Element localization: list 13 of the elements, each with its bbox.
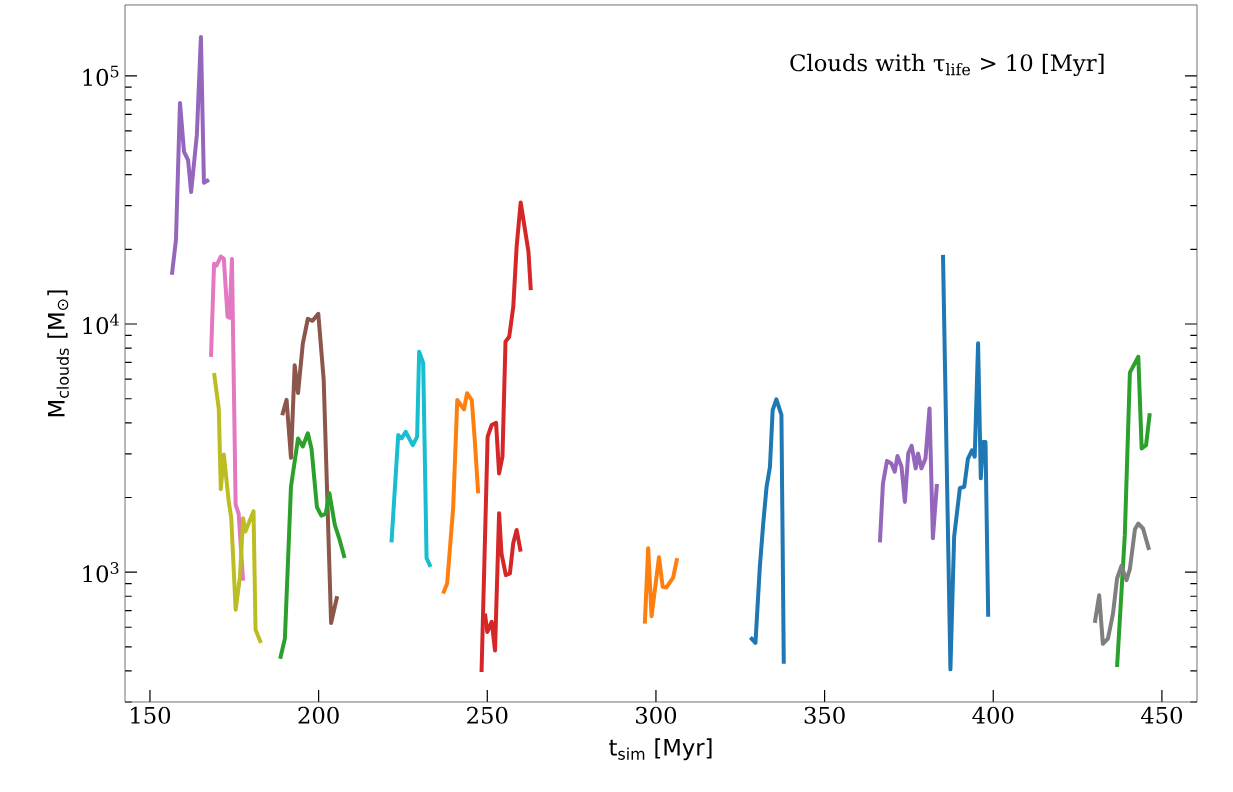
x-tick-label: 400 [972,706,1014,724]
x-tick-label: 200 [298,706,339,724]
annotation: Clouds with τ$_{life}$ > 10 [Myr] [790,53,1104,77]
x-axis-title: t$_{sim}$ [Myr] [609,738,712,761]
y-tick-label: 10$^{3}$ [83,561,119,583]
x-tick-label: 450 [1140,706,1183,724]
y-axis-title: M$_{clouds}$ [M$_{⊙}$] [47,290,69,417]
y-tick-label: 10$^{4}$ [83,313,119,335]
y-tick-label: 10$^{5}$ [83,65,119,86]
x-tick-label: 300 [636,706,677,724]
x-tick-label: 250 [467,706,508,724]
x-tick-label: 150 [131,706,171,724]
x-tick-label: 350 [804,706,845,724]
